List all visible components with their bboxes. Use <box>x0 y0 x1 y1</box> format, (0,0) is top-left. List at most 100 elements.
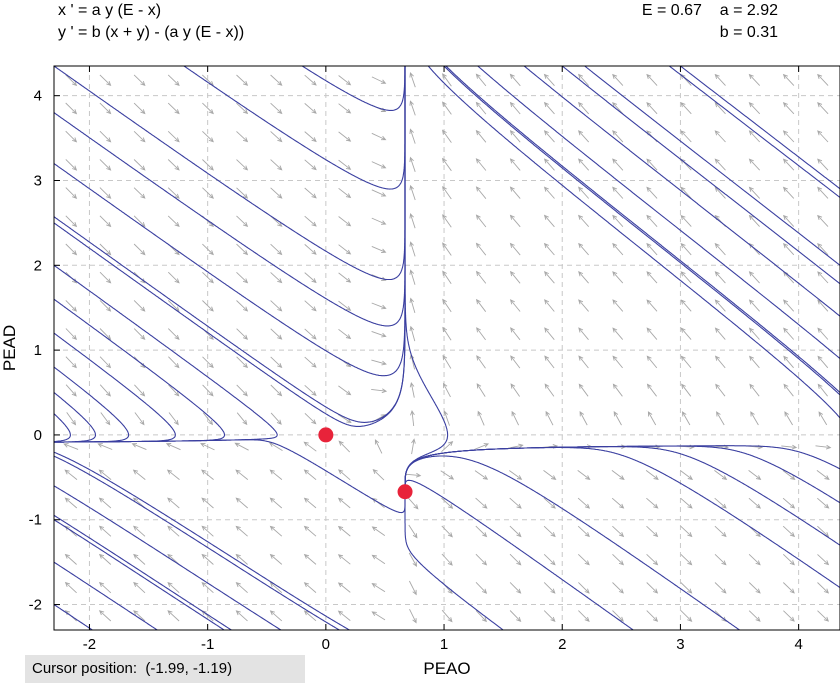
direction-arrow <box>371 388 388 394</box>
direction-arrow <box>680 525 693 538</box>
equilibrium-point[interactable] <box>318 427 334 443</box>
direction-arrow <box>509 470 523 480</box>
equilibria[interactable] <box>318 427 413 500</box>
direction-arrow <box>409 213 416 229</box>
direction-arrow <box>442 185 452 200</box>
direction-arrow <box>748 497 761 509</box>
direction-arrow <box>304 300 317 312</box>
direction-arrow <box>817 186 829 199</box>
direction-arrow <box>578 130 590 143</box>
direction-arrow <box>408 552 418 568</box>
direction-arrow <box>646 102 658 115</box>
trajectory <box>443 66 840 396</box>
direction-arrow <box>234 442 249 451</box>
direction-arrow <box>511 410 520 426</box>
trajectory <box>54 451 351 630</box>
direction-arrow <box>680 497 693 509</box>
direction-arrow <box>783 610 795 622</box>
trajectory <box>476 66 840 360</box>
direction-arrow <box>304 159 317 171</box>
direction-arrow <box>304 384 317 396</box>
trajectory <box>427 66 840 419</box>
direction-arrow <box>748 102 761 115</box>
direction-arrow <box>99 271 112 284</box>
direction-arrow <box>134 384 146 397</box>
direction-arrow <box>236 356 249 369</box>
direction-arrow <box>817 158 829 171</box>
direction-arrow <box>748 73 761 86</box>
y-tick-label: 1 <box>34 342 42 359</box>
direction-arrow <box>612 186 624 199</box>
direction-arrow <box>405 472 422 478</box>
direction-arrow <box>409 128 416 144</box>
direction-arrow <box>646 158 658 171</box>
y-ticks: -2 -1 0 1 2 3 4 <box>29 88 60 614</box>
direction-arrow <box>509 553 522 566</box>
direction-arrow <box>65 356 77 369</box>
direction-arrow <box>543 470 557 481</box>
direction-arrow <box>131 443 147 451</box>
x-tick-label: 0 <box>322 636 330 653</box>
direction-arrow <box>815 444 832 450</box>
direction-arrow <box>167 130 180 143</box>
direction-arrow <box>133 74 146 87</box>
direction-arrow <box>782 299 795 312</box>
direction-arrow <box>97 443 113 450</box>
trajectory <box>404 455 741 630</box>
direction-arrow <box>269 469 283 480</box>
direction-arrow <box>201 497 214 509</box>
direction-arrow <box>99 159 112 171</box>
parameters-line-1: E = 0.67 a = 2.92 <box>641 2 778 19</box>
plot-frame <box>53 65 840 631</box>
direction-arrow <box>304 215 317 227</box>
direction-arrow <box>543 242 555 256</box>
trajectory <box>404 66 449 493</box>
direction-arrow <box>202 243 214 256</box>
direction-arrow <box>509 214 521 228</box>
direction-arrow <box>509 299 521 312</box>
equilibrium-point[interactable] <box>397 484 413 500</box>
direction-arrow <box>680 186 692 199</box>
direction-arrow <box>543 610 556 622</box>
direction-arrow <box>167 74 180 87</box>
trajectory <box>404 479 635 630</box>
direction-arrow <box>408 580 417 596</box>
direction-arrow <box>783 214 795 227</box>
direction-arrow <box>440 470 455 480</box>
direction-arrow <box>65 243 78 256</box>
direction-arrow <box>65 187 78 199</box>
y-tick-label: -1 <box>29 512 42 529</box>
plot-area[interactable] <box>54 66 840 630</box>
direction-arrow <box>477 410 485 426</box>
direction-arrow <box>578 299 589 312</box>
direction-arrow <box>371 217 387 225</box>
direction-arrow <box>99 243 112 256</box>
cursor-position-value: (-1.99, -1.19) <box>145 660 233 677</box>
trajectory <box>668 66 840 199</box>
direction-arrow <box>475 73 487 87</box>
direction-arrow <box>337 525 351 537</box>
direction-arrow <box>372 468 385 481</box>
direction-arrow <box>509 130 521 143</box>
direction-arrow <box>65 102 78 115</box>
direction-arrow <box>748 158 761 171</box>
direction-arrow <box>680 102 692 115</box>
direction-arrow <box>99 356 112 369</box>
direction-arrow <box>65 74 78 87</box>
direction-arrow <box>714 327 726 340</box>
direction-arrow <box>509 270 521 284</box>
direction-arrow <box>646 214 658 228</box>
x-tick-label: 3 <box>676 636 684 653</box>
direction-arrow <box>337 554 351 565</box>
direction-arrow <box>509 610 522 623</box>
trajectory <box>404 446 840 589</box>
direction-arrow <box>409 156 416 172</box>
direction-arrow <box>545 410 554 426</box>
direction-arrow <box>783 355 794 369</box>
direction-arrow <box>64 469 78 480</box>
direction-arrow <box>817 243 829 256</box>
direction-arrow <box>202 300 214 312</box>
direction-arrow <box>269 525 283 537</box>
direction-arrow <box>543 497 556 509</box>
